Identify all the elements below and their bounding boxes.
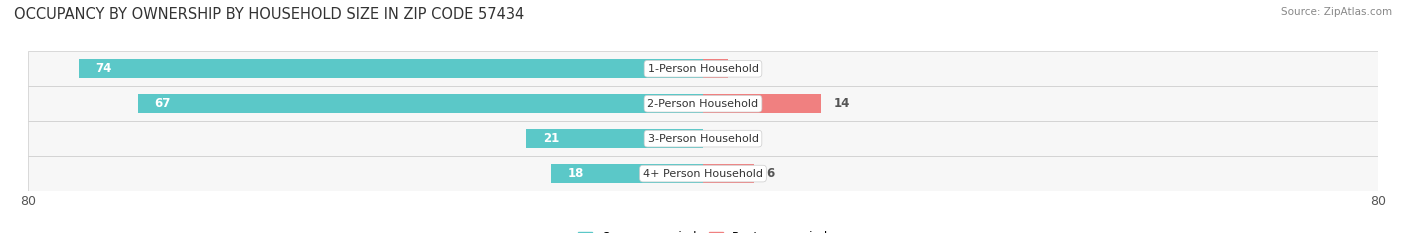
Text: 2-Person Household: 2-Person Household	[647, 99, 759, 109]
Text: 18: 18	[568, 167, 585, 180]
Text: Source: ZipAtlas.com: Source: ZipAtlas.com	[1281, 7, 1392, 17]
Bar	[28, 86, 1378, 121]
Bar	[79, 59, 703, 78]
Text: 6: 6	[766, 167, 775, 180]
Text: 3: 3	[741, 62, 749, 75]
Bar	[28, 51, 1378, 86]
Bar	[703, 59, 728, 78]
Bar	[526, 129, 703, 148]
Bar	[551, 164, 703, 183]
Text: 4+ Person Household: 4+ Person Household	[643, 169, 763, 178]
Bar	[703, 94, 821, 113]
Text: 21: 21	[543, 132, 560, 145]
Text: 1-Person Household: 1-Person Household	[648, 64, 758, 74]
Bar	[28, 156, 1378, 191]
Text: OCCUPANCY BY OWNERSHIP BY HOUSEHOLD SIZE IN ZIP CODE 57434: OCCUPANCY BY OWNERSHIP BY HOUSEHOLD SIZE…	[14, 7, 524, 22]
Legend: Owner-occupied, Renter-occupied: Owner-occupied, Renter-occupied	[578, 231, 828, 233]
Bar	[28, 121, 1378, 156]
Bar	[703, 164, 754, 183]
Text: 67: 67	[155, 97, 172, 110]
Text: 74: 74	[96, 62, 112, 75]
Bar	[138, 94, 703, 113]
Text: 14: 14	[834, 97, 851, 110]
Text: 0: 0	[716, 132, 724, 145]
Text: 3-Person Household: 3-Person Household	[648, 134, 758, 144]
